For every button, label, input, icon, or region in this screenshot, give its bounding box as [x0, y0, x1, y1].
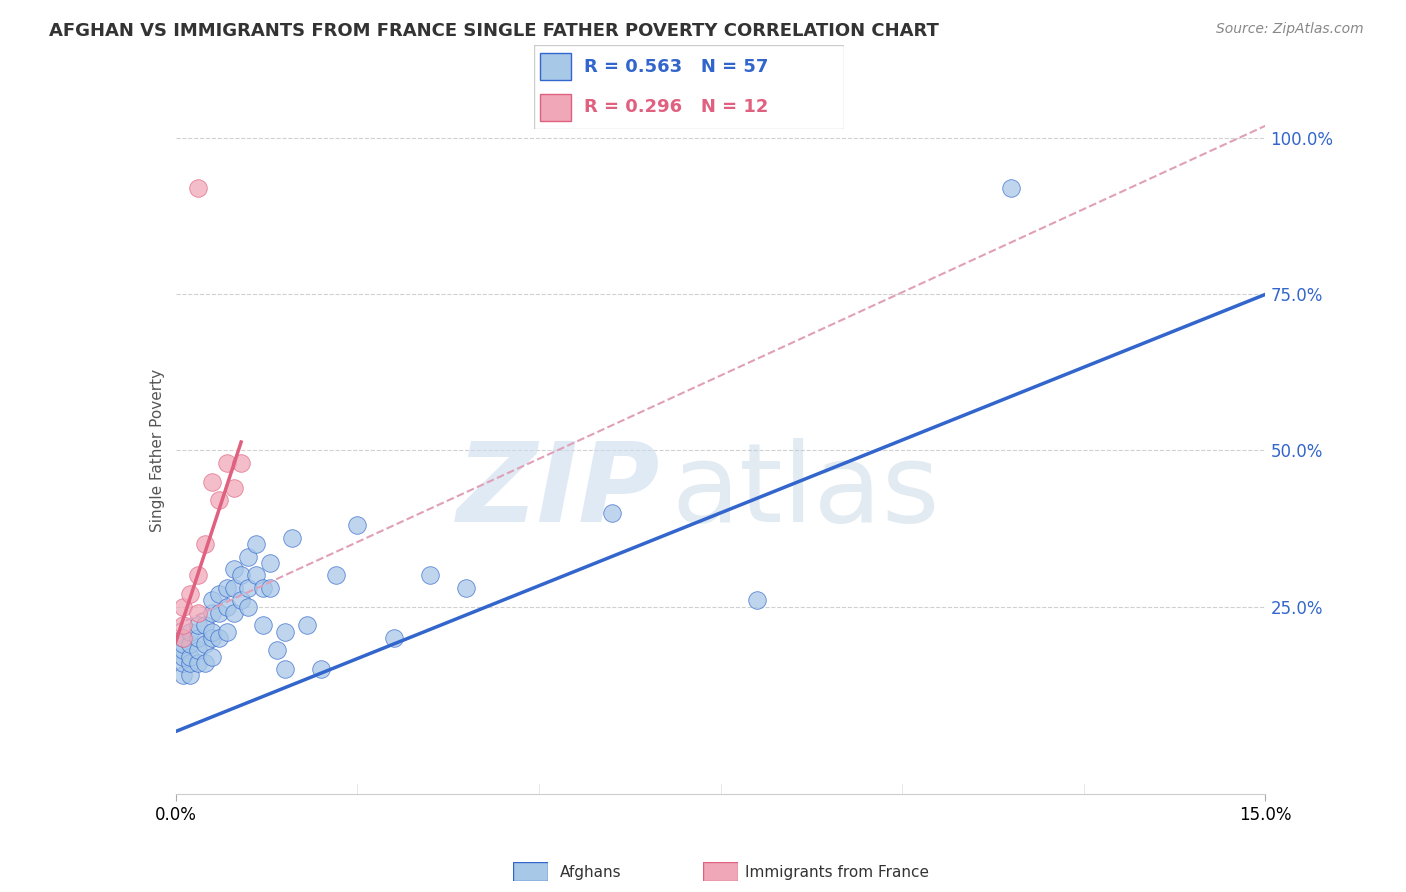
Point [194, 537, 217, 551]
Point [295, 618, 318, 632]
Point [172, 656, 194, 670]
Point [346, 518, 368, 533]
Point [222, 481, 245, 495]
Text: AFGHAN VS IMMIGRANTS FROM FRANCE SINGLE FATHER POVERTY CORRELATION CHART: AFGHAN VS IMMIGRANTS FROM FRANCE SINGLE … [49, 22, 939, 40]
FancyBboxPatch shape [513, 862, 548, 881]
Point [231, 456, 253, 470]
FancyBboxPatch shape [540, 54, 571, 80]
Point [179, 587, 201, 601]
Point [281, 531, 304, 545]
Text: R = 0.296   N = 12: R = 0.296 N = 12 [583, 98, 768, 116]
Point [208, 587, 231, 601]
Point [208, 493, 231, 508]
Point [259, 556, 281, 570]
Point [1000, 181, 1022, 195]
Point [186, 568, 209, 582]
Point [215, 456, 238, 470]
Text: Source: ZipAtlas.com: Source: ZipAtlas.com [1216, 22, 1364, 37]
Point [252, 581, 274, 595]
Point [186, 656, 209, 670]
Point [201, 593, 224, 607]
Point [419, 568, 441, 582]
FancyBboxPatch shape [703, 862, 738, 881]
Point [179, 624, 201, 639]
Point [172, 631, 194, 645]
Point [186, 181, 209, 195]
Text: ZIP: ZIP [457, 438, 661, 545]
Point [238, 549, 260, 564]
Point [266, 643, 288, 657]
Point [245, 568, 267, 582]
Point [382, 631, 405, 645]
Point [222, 606, 245, 620]
Point [194, 656, 217, 670]
Point [222, 562, 245, 576]
Point [179, 637, 201, 651]
Point [274, 662, 297, 676]
Point [172, 599, 194, 614]
Point [215, 599, 238, 614]
Point [274, 624, 297, 639]
Point [259, 581, 281, 595]
FancyBboxPatch shape [540, 94, 571, 120]
Point [179, 656, 201, 670]
Point [215, 581, 238, 595]
Point [309, 662, 332, 676]
Point [201, 631, 224, 645]
Point [208, 606, 231, 620]
Point [201, 649, 224, 664]
Text: R = 0.563   N = 57: R = 0.563 N = 57 [583, 58, 768, 76]
Point [325, 568, 347, 582]
Point [186, 606, 209, 620]
Point [252, 618, 274, 632]
Point [172, 668, 194, 682]
Point [456, 581, 478, 595]
Point [208, 631, 231, 645]
Point [172, 618, 194, 632]
Point [201, 475, 224, 489]
Text: Immigrants from France: Immigrants from France [745, 865, 929, 880]
Point [238, 599, 260, 614]
Point [179, 668, 201, 682]
Point [179, 649, 201, 664]
Point [186, 643, 209, 657]
Point [172, 643, 194, 657]
Point [172, 649, 194, 664]
Y-axis label: Single Father Poverty: Single Father Poverty [149, 369, 165, 532]
Point [201, 624, 224, 639]
Point [186, 618, 209, 632]
Point [231, 593, 253, 607]
Point [222, 581, 245, 595]
Point [172, 637, 194, 651]
Point [186, 631, 209, 645]
Point [194, 618, 217, 632]
Point [172, 631, 194, 645]
Point [231, 568, 253, 582]
Text: Afghans: Afghans [560, 865, 621, 880]
Point [215, 624, 238, 639]
Point [201, 606, 224, 620]
Text: atlas: atlas [672, 438, 941, 545]
Point [745, 593, 768, 607]
Point [245, 537, 267, 551]
Point [194, 637, 217, 651]
Point [238, 581, 260, 595]
Point [600, 506, 623, 520]
